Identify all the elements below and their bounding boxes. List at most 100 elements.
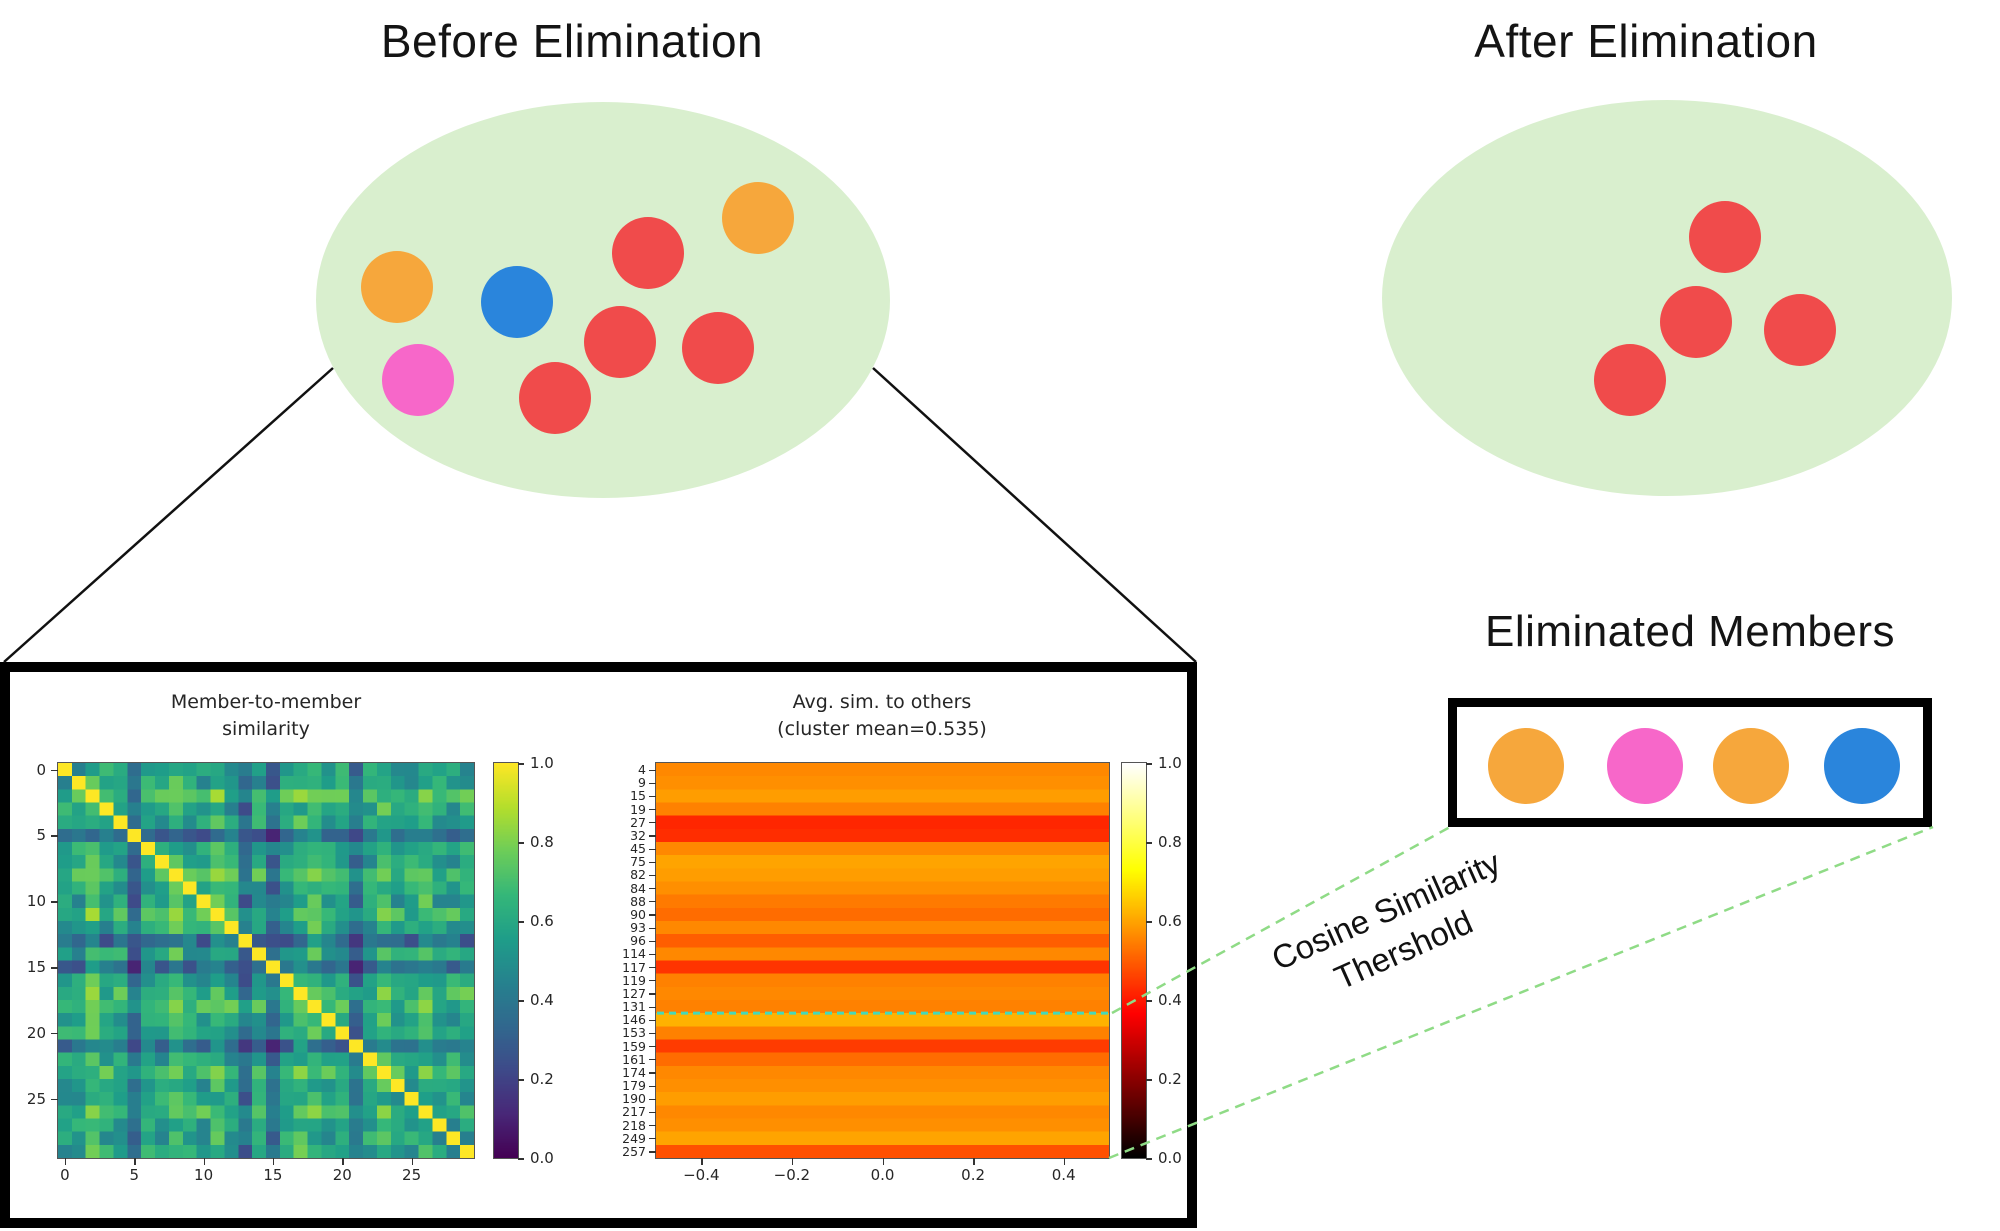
left-colorbar-ticks-item: 1.0 xyxy=(530,754,554,772)
after-elimination-title: After Elimination xyxy=(1474,15,1818,67)
left-heatmap-y-axis-item: 5 xyxy=(36,826,46,845)
right-heatmap-y-axis-item: 174 xyxy=(622,1064,646,1080)
right-heatmap-y-axis-item xyxy=(649,1019,656,1021)
right-heatmap-y-axis-item: 19 xyxy=(630,801,646,817)
right-heatmap-y-axis-item xyxy=(649,1085,656,1087)
right-heatmap-y-axis-item: 96 xyxy=(630,933,646,949)
right-heatmap-y-axis-item xyxy=(649,848,656,850)
right-heatmap-y-axis-item: 146 xyxy=(622,1012,646,1028)
left-heatmap-x-axis-item: 25 xyxy=(402,1166,422,1184)
right-heatmap-y-axis-item xyxy=(649,1032,656,1035)
right-colorbar-ticks-item: 0.8 xyxy=(1158,833,1182,851)
right-heatmap-x-axis-item xyxy=(882,1158,884,1165)
right-heatmap-y-axis-item: 4 xyxy=(638,762,646,778)
kept-dot-red-3 xyxy=(1764,294,1836,366)
right-heatmap-y-axis-item xyxy=(649,901,656,903)
right-heatmap-y-axis-item xyxy=(649,1138,656,1140)
member-dot-pink xyxy=(382,344,454,416)
right-colorbar-ticks-item: 0.2 xyxy=(1158,1070,1182,1088)
left-heatmap-y-axis-item xyxy=(51,1098,58,1101)
left-colorbar-ticks-item xyxy=(518,1158,524,1160)
right-heatmap-y-axis-item: 114 xyxy=(622,946,646,962)
member-dot-orange-2 xyxy=(722,182,794,254)
member-dot-red-3 xyxy=(682,312,754,384)
right-heatmap-y-axis-item xyxy=(649,1046,656,1048)
right-heatmap-y-axis-item: 75 xyxy=(630,854,646,870)
right-colorbar-ticks-item xyxy=(1146,1079,1152,1081)
right-heatmap-y-axis-item: 161 xyxy=(622,1051,646,1067)
right-colorbar-ticks-item: 0.6 xyxy=(1158,912,1182,930)
right-heatmap-x-axis-item xyxy=(701,1158,703,1165)
right-heatmap-y-axis-item: 217 xyxy=(622,1104,646,1120)
right-heatmap-y-axis-item: 9 xyxy=(638,775,646,791)
eliminated-members-title: Eliminated Members xyxy=(1484,607,1896,656)
right-heatmap-y-axis-item xyxy=(649,769,656,771)
right-heatmap-title-line2: (cluster mean=0.535) xyxy=(777,718,987,740)
right-heatmap-y-axis-item xyxy=(649,888,656,890)
left-colorbar-ticks-item xyxy=(518,842,524,844)
right-heatmap-y-axis-item: 88 xyxy=(630,893,646,909)
right-heatmap-x-axis-item: 0.2 xyxy=(961,1166,986,1184)
left-heatmap-title-line1: Member-to-member xyxy=(170,691,362,713)
member-similarity-heatmap xyxy=(57,762,475,1159)
right-heatmap-y-axis-item: 218 xyxy=(622,1117,646,1133)
left-heatmap-title-line2: similarity xyxy=(222,718,310,740)
left-heatmap-y-axis-item xyxy=(51,835,58,837)
left-heatmap-x-axis-item xyxy=(272,1158,275,1165)
left-heatmap-x-axis-item: 5 xyxy=(129,1166,140,1184)
right-heatmap-y-axis-item: 131 xyxy=(622,999,646,1015)
left-heatmap-y-axis-item: 15 xyxy=(26,958,46,977)
left-heatmap-x-axis-item: 20 xyxy=(332,1166,352,1184)
right-colorbar-ticks-item xyxy=(1146,921,1152,923)
kept-dot-red-2 xyxy=(1660,286,1732,358)
right-colorbar-ticks-item: 0.0 xyxy=(1158,1149,1182,1167)
right-heatmap-y-axis-item: 153 xyxy=(622,1025,646,1041)
right-heatmap-y-axis-item xyxy=(649,1006,656,1008)
right-heatmap-y-axis-item xyxy=(649,795,656,798)
left-heatmap-y-axis-item xyxy=(51,769,58,772)
right-heatmap-y-axis-item xyxy=(649,835,656,837)
left-heatmap-x-axis-item xyxy=(134,1158,136,1165)
right-colorbar-ticks-item xyxy=(1146,842,1152,844)
zoom-line-right xyxy=(872,367,1197,663)
right-heatmap-y-axis-item xyxy=(649,1125,656,1127)
kept-dot-red-1 xyxy=(1689,201,1761,273)
left-heatmap-x-axis-item xyxy=(342,1158,344,1165)
left-colorbar-ticks-item xyxy=(518,763,524,765)
eliminated-dot-orange-2 xyxy=(1713,728,1789,804)
right-heatmap-x-axis-item xyxy=(791,1158,794,1165)
after-cluster-ellipse xyxy=(1382,100,1952,496)
before-elimination-title: Before Elimination xyxy=(380,15,764,67)
left-heatmap-y-axis-item xyxy=(51,1032,58,1035)
right-heatmap-y-axis-item xyxy=(649,822,656,824)
right-heatmap-x-axis-item: −0.4 xyxy=(683,1166,720,1184)
member-dot-orange-1 xyxy=(361,251,433,323)
cosine-similarity-threshold-label: Cosine Similarity Thershold xyxy=(1177,802,1614,1059)
member-dot-red-4 xyxy=(519,362,591,434)
right-heatmap-y-axis-item xyxy=(649,782,656,784)
right-heatmap-y-axis-item: 45 xyxy=(630,841,646,857)
right-heatmap-y-axis-item: 159 xyxy=(622,1038,646,1054)
right-heatmap-y-axis-item: 249 xyxy=(622,1130,646,1146)
right-heatmap-y-axis-item xyxy=(649,940,656,942)
right-heatmap-y-axis-item: 32 xyxy=(630,827,646,843)
right-heatmap-y-axis-item: 82 xyxy=(630,867,646,883)
avg-similarity-heatmap xyxy=(655,762,1110,1159)
right-heatmap-y-axis-item xyxy=(649,993,656,995)
right-colorbar-ticks-item: 1.0 xyxy=(1158,754,1182,772)
right-colorbar-ticks-item xyxy=(1146,1000,1152,1002)
eliminated-dot-pink xyxy=(1607,728,1683,804)
right-heatmap-x-axis-item xyxy=(973,1158,975,1165)
left-colorbar-ticks-item xyxy=(518,1000,524,1002)
left-heatmap-x-axis-item xyxy=(411,1158,414,1165)
right-colorbar-ticks-item: 0.4 xyxy=(1158,991,1182,1009)
right-heatmap-y-axis-item: 119 xyxy=(622,972,646,988)
member-dot-red-2 xyxy=(584,306,656,378)
left-colorbar-ticks-item xyxy=(518,1079,524,1081)
left-colorbar-ticks-item: 0.4 xyxy=(530,991,554,1009)
right-heatmap-x-axis-item: 0.4 xyxy=(1051,1166,1076,1184)
right-heatmap-y-axis-item: 257 xyxy=(622,1143,646,1159)
left-heatmap-x-axis-item xyxy=(64,1158,67,1165)
left-heatmap-y-axis-item: 25 xyxy=(26,1089,46,1108)
left-colorbar-ticks-item: 0.6 xyxy=(530,912,554,930)
